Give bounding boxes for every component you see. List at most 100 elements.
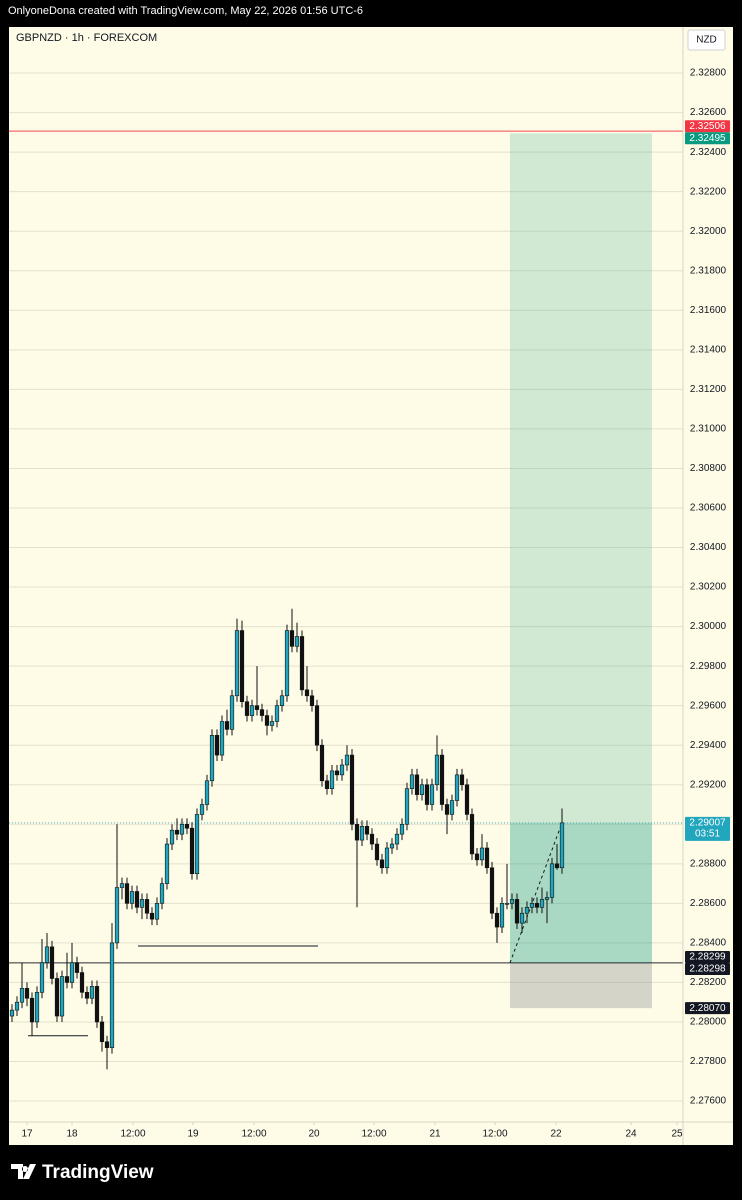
candle-body <box>459 774 465 786</box>
candle-body <box>234 630 240 697</box>
candle-body <box>259 709 265 716</box>
candle-body <box>329 770 335 789</box>
candle-body <box>159 883 165 904</box>
candle-body <box>559 822 565 869</box>
x-tick-label: 20 <box>308 1129 320 1140</box>
candle-body <box>44 946 50 963</box>
candle-body <box>334 770 340 776</box>
candle-body <box>249 705 255 716</box>
candle-body <box>289 630 295 647</box>
y-tick-label: 2.30600 <box>690 503 727 514</box>
price-label-box <box>685 1002 730 1015</box>
candle-body <box>244 701 250 716</box>
candle-body <box>94 986 100 1023</box>
price-label: 2.29007 <box>689 818 726 829</box>
symbol-title: GBPNZD · 1h · FOREXCOM <box>16 32 157 44</box>
candle-body <box>279 695 285 706</box>
candle-body <box>454 774 460 801</box>
y-tick-label: 2.30800 <box>690 463 727 474</box>
candle-body <box>179 823 185 835</box>
y-tick-label: 2.28200 <box>690 977 727 988</box>
y-tick-label: 2.29800 <box>690 661 727 672</box>
candle-body <box>144 899 150 914</box>
price-label: 2.32495 <box>689 133 726 144</box>
logo-mark <box>11 1164 36 1179</box>
candle-body <box>364 825 370 835</box>
candle-body <box>79 972 85 993</box>
y-tick-label: 2.30400 <box>690 542 727 553</box>
stop-zone <box>510 962 652 1009</box>
y-tick-label: 2.30000 <box>690 621 727 632</box>
candle-body <box>59 976 65 1017</box>
candle-body <box>449 800 455 815</box>
candle-body <box>19 988 25 1003</box>
y-tick-label: 2.32800 <box>690 68 727 79</box>
chart-background <box>9 27 733 1145</box>
y-tick-label: 2.31600 <box>690 305 727 316</box>
candle-body <box>379 859 385 869</box>
candle-body <box>384 847 390 869</box>
y-tick-label: 2.27600 <box>690 1096 727 1107</box>
candle-body <box>169 829 175 845</box>
candle-body <box>194 814 200 875</box>
candle-body <box>444 804 450 815</box>
currency-box[interactable] <box>687 29 726 51</box>
candle-body <box>174 829 180 835</box>
candle-body <box>269 721 275 726</box>
y-tick-label: 2.32600 <box>690 107 727 118</box>
candle-body <box>39 962 45 993</box>
candle-body <box>14 1001 20 1011</box>
candle-body <box>369 833 375 845</box>
x-tick-label: 12:00 <box>361 1129 386 1140</box>
candle-body <box>429 784 435 805</box>
y-tick-label: 2.32400 <box>690 147 727 158</box>
candle-body <box>214 735 220 756</box>
candle-body <box>339 764 345 776</box>
candle-body <box>199 804 205 815</box>
y-tick-label: 2.28800 <box>690 858 727 869</box>
candle-body <box>124 883 130 904</box>
candle-body <box>394 833 400 845</box>
candle-body <box>9 1009 15 1017</box>
y-tick-label: 2.27800 <box>690 1056 727 1067</box>
candle-body <box>224 721 230 730</box>
candle-body <box>534 903 540 908</box>
y-tick-label: 2.31000 <box>690 424 727 435</box>
candle-body <box>109 942 115 1048</box>
header: OnlyoneDona created with TradingView.com… <box>8 5 364 17</box>
open-profit-zone <box>510 822 652 963</box>
y-tick-label: 2.32200 <box>690 186 727 197</box>
candle-body <box>254 705 260 710</box>
candle-body <box>229 695 235 730</box>
candle-body <box>484 847 490 869</box>
candle-body <box>354 823 360 841</box>
candle-body <box>264 715 270 726</box>
candle-body <box>239 630 245 703</box>
candle-body <box>314 705 320 746</box>
y-tick-label: 2.29400 <box>690 740 727 751</box>
candle-body <box>184 823 190 829</box>
candle-body <box>474 853 480 861</box>
x-tick-label: 12:00 <box>482 1129 507 1140</box>
candle-body <box>304 689 310 697</box>
x-tick-label: 19 <box>187 1129 199 1140</box>
candle-body <box>409 774 415 789</box>
candle-body <box>519 912 525 924</box>
candle-body <box>24 988 30 999</box>
candle-body <box>434 754 440 786</box>
countdown: 03:51 <box>695 829 720 840</box>
currency[interactable]: NZD <box>696 35 717 46</box>
x-tick-label: 12:00 <box>241 1129 266 1140</box>
candle-body <box>294 636 300 647</box>
x-tick-label: 21 <box>429 1129 441 1140</box>
y-tick-label: 2.29600 <box>690 700 727 711</box>
x-tick-label: 24 <box>625 1129 637 1140</box>
y-tick-label: 2.31800 <box>690 265 727 276</box>
profit-zone <box>510 133 652 963</box>
candle-body <box>404 788 410 825</box>
candle-body <box>89 986 95 999</box>
candle-body <box>219 721 225 756</box>
candle-body <box>539 899 545 908</box>
price-label-box <box>685 962 730 975</box>
candle-body <box>29 997 35 1023</box>
